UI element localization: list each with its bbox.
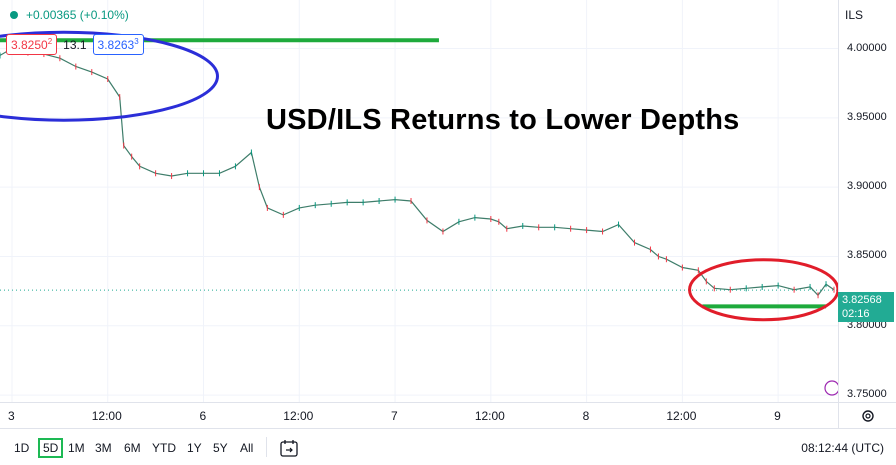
timeframe-5d-button[interactable]: 5D <box>38 438 64 458</box>
price-change-legend: +0.00365 (+0.10%) <box>10 8 129 22</box>
timeframe-6m-button[interactable]: 6M <box>124 441 141 455</box>
price-axis[interactable]: 4.00000 3.95000 3.90000 3.85000 3.80000 3.750… <box>838 0 896 402</box>
timeframe-all-button[interactable]: All <box>240 441 254 455</box>
bar-countdown: 02:16 <box>842 308 870 320</box>
symbol-label[interactable]: ILS <box>845 8 864 22</box>
current-price-value: 3.82568 <box>842 294 882 306</box>
time-tick-label: 8 <box>582 409 590 423</box>
gear-icon[interactable] <box>860 408 876 424</box>
price-tick-label: 3.75000 <box>847 388 887 401</box>
quote-row: 3.82502 13.1 3.82633 <box>6 34 144 55</box>
price-chart[interactable] <box>0 0 840 402</box>
timeframe-ytd-button[interactable]: YTD <box>152 441 176 455</box>
time-tick-label: 12:00 <box>474 409 505 423</box>
timeframe-3m-button[interactable]: 3M <box>95 441 112 455</box>
timeframe-1m-button[interactable]: 1M <box>68 441 85 455</box>
sell-quote-button[interactable]: 3.82502 <box>6 34 58 55</box>
time-tick-label: 9 <box>774 409 781 423</box>
time-tick-label: 3 <box>7 409 15 423</box>
price-tick-label: 3.95000 <box>847 110 887 123</box>
current-price-tag: 3.82568 02:16 <box>838 292 894 322</box>
annotation-title: USD/ILS Returns to Lower Depths <box>266 104 740 136</box>
bottom-toolbar: 1D 5D 1M 3M 6M YTD 1Y 5Y All 08:12:44 (UTC) <box>0 428 896 465</box>
timeframe-5y-button[interactable]: 5Y <box>213 441 228 455</box>
bottom-highlight-ellipse[interactable] <box>688 258 840 322</box>
top-highlight-ellipse[interactable] <box>0 30 219 122</box>
price-tick-label: 3.85000 <box>847 249 887 262</box>
date-range-icon[interactable] <box>279 438 299 458</box>
price-tick-label: 4.00000 <box>847 41 887 54</box>
time-tick-label: 7 <box>391 409 398 423</box>
price-series-line <box>0 47 835 297</box>
utc-clock[interactable]: 08:12:44 (UTC) <box>801 441 884 455</box>
timeframe-1d-button[interactable]: 1D <box>14 441 30 455</box>
price-tick-label: 3.90000 <box>847 180 887 193</box>
settings-box[interactable] <box>838 402 896 429</box>
time-axis[interactable]: 3 12:00 6 12:00 7 12:00 8 12:00 9 <box>0 402 838 429</box>
time-tick-label: 12:00 <box>666 409 697 423</box>
spread-value: 13.1 <box>63 37 87 52</box>
price-change: +0.00365 (+0.10%) <box>26 8 129 22</box>
time-tick-label: 6 <box>199 409 207 423</box>
buy-quote-button[interactable]: 3.82633 <box>92 34 144 55</box>
time-tick-label: 12:00 <box>91 409 122 423</box>
chart-area[interactable]: +0.00365 (+0.10%) 3.82502 13.1 3.82633 U… <box>0 0 840 402</box>
live-dot-icon <box>10 11 18 19</box>
timeframe-1y-button[interactable]: 1Y <box>187 441 202 455</box>
toolbar-separator <box>266 437 267 457</box>
alert-icon[interactable] <box>824 380 840 396</box>
time-tick-label: 12:00 <box>283 409 314 423</box>
